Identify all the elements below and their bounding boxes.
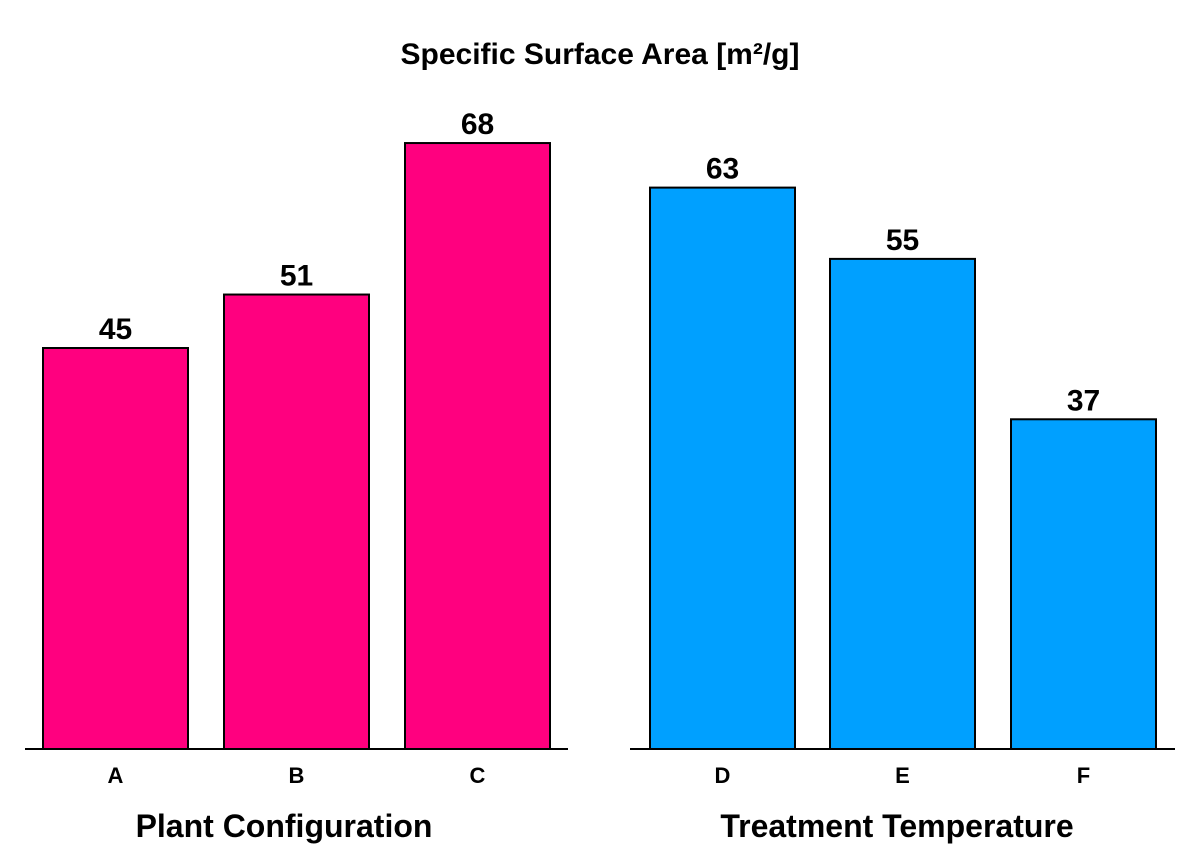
tick-label-F: F — [1077, 763, 1090, 788]
data-label-E: 55 — [886, 224, 919, 257]
tick-label-A: A — [108, 763, 124, 788]
tick-label-B: B — [289, 763, 305, 788]
data-label-F: 37 — [1067, 384, 1100, 417]
bar-A — [42, 347, 189, 750]
bar-B — [223, 293, 370, 750]
bar-D — [649, 186, 796, 751]
chart-title: Specific Surface Area [m²/g] — [400, 38, 799, 71]
x-axis-label-2: Treatment Temperature — [720, 808, 1073, 844]
data-label-A: 45 — [99, 313, 132, 346]
bar-E — [829, 257, 976, 750]
tick-label-C: C — [470, 763, 486, 788]
tick-label-D: D — [715, 763, 731, 788]
bar-F — [1010, 418, 1157, 750]
x-axis-label-1: Plant Configuration — [136, 808, 433, 844]
data-label-D: 63 — [706, 153, 739, 186]
bar-C — [404, 142, 551, 751]
tick-label-E: E — [895, 763, 910, 788]
data-label-C: 68 — [461, 108, 494, 141]
data-label-B: 51 — [280, 260, 313, 293]
